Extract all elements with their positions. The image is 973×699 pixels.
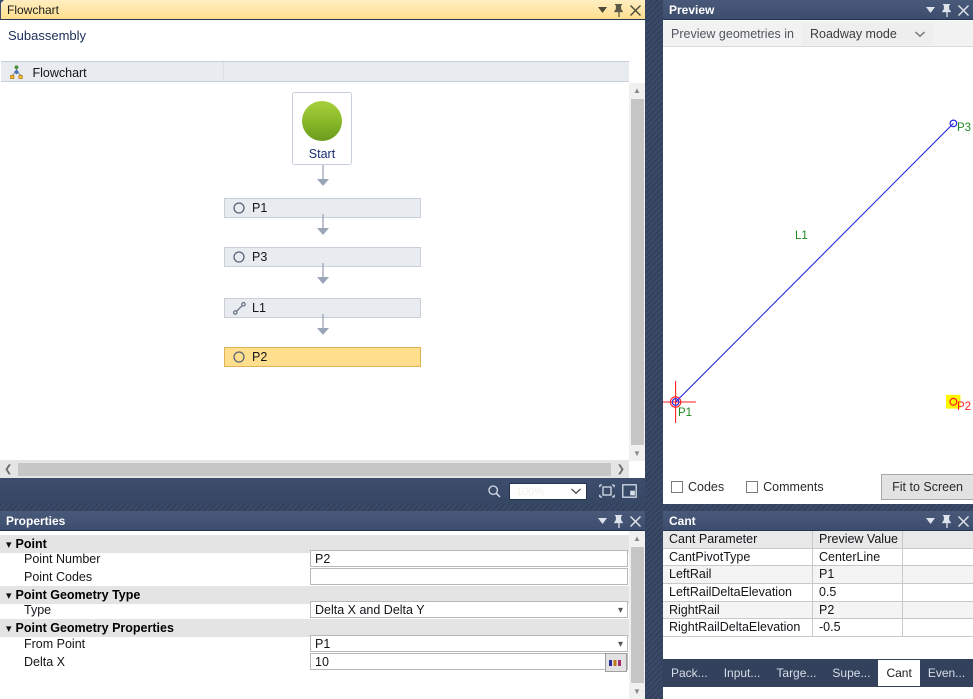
svg-text:L1: L1 — [795, 230, 808, 242]
svg-text:P3: P3 — [957, 122, 971, 134]
svg-text:P1: P1 — [678, 407, 692, 419]
svg-text:P2: P2 — [957, 401, 971, 413]
